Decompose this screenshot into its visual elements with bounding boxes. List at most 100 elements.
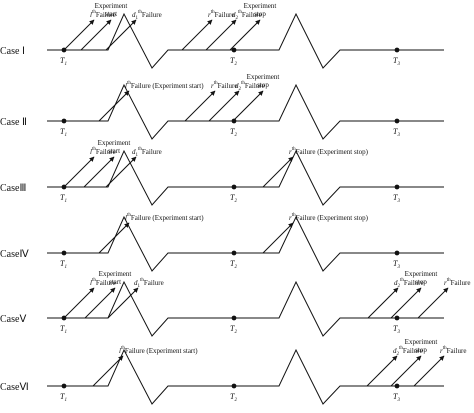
failure-symbol: d (132, 148, 136, 156)
failure-label: d1thFailure (134, 278, 164, 289)
timepoint-label: T2 (230, 324, 237, 335)
timepoint-dot (231, 184, 237, 190)
failure-arrow (92, 355, 124, 387)
failure-superscript: th (214, 81, 218, 86)
failure-symbol: l (90, 11, 92, 19)
timepoint-subscript: 1 (64, 330, 67, 335)
timeline-line (47, 149, 444, 206)
failure-arrow (366, 355, 398, 387)
failure-label: lthFailure (Experiment start) (119, 346, 198, 355)
timepoint-dot (61, 118, 67, 124)
failure-symbol: d (393, 347, 397, 355)
failure-superscript: th (399, 346, 403, 351)
timepoint-subscript: 3 (397, 398, 400, 403)
failure-superscript: th (92, 10, 96, 15)
failure-text: Failure (218, 82, 238, 90)
failure-label: d1thFailure (132, 147, 162, 158)
timepoint-subscript: 3 (397, 62, 400, 67)
failure-label: d1thFailure (132, 10, 162, 21)
failure-arrow (184, 90, 216, 122)
failure-text: Failure (96, 148, 116, 156)
timepoint-dot (61, 250, 67, 256)
timepoint-letter: T (60, 324, 65, 333)
timepoint-letter: T (393, 259, 398, 268)
experiment-label-line2: stop (257, 81, 269, 89)
failure-symbol: l (125, 214, 127, 222)
failure-text: Failure (Experiment start) (131, 214, 204, 222)
timepoint-subscript: 2 (234, 398, 237, 403)
timepoint-letter: T (230, 259, 235, 268)
failure-label: d2thFailure (394, 278, 424, 289)
timepoint-letter: T (230, 193, 235, 202)
failure-subscript: 1 (136, 16, 139, 21)
failure-label: d2thFailure (393, 346, 423, 357)
failure-text: Failure (242, 11, 262, 19)
timepoint-subscript: 3 (397, 133, 400, 138)
failure-superscript: th (292, 213, 296, 218)
failure-arrow (417, 287, 449, 319)
failure-label: lthFailure (90, 278, 116, 287)
failure-arrow (390, 287, 422, 319)
failure-text: Failure (447, 347, 467, 355)
timepoint-subscript: 2 (234, 330, 237, 335)
timepoint-subscript: 1 (64, 133, 67, 138)
timepoint-dot (61, 383, 67, 389)
failure-label: rthFailure (208, 10, 234, 19)
failure-superscript: th (92, 147, 96, 152)
timepoint-dot (231, 47, 237, 53)
failure-superscript: th (127, 81, 131, 86)
timeline-line (47, 280, 444, 337)
failure-text: Failure (403, 347, 423, 355)
timepoint-subscript: 1 (64, 398, 67, 403)
timepoint-letter: T (393, 392, 398, 401)
timepoint-subscript: 3 (397, 199, 400, 204)
timepoint-letter: T (230, 127, 235, 136)
failure-symbol: d (232, 11, 236, 19)
timepoint-letter: T (230, 324, 235, 333)
timepoint-subscript: 1 (64, 265, 67, 270)
failure-superscript: th (92, 278, 96, 283)
timepoint-label: T1 (60, 56, 67, 67)
failure-label: rthFailure (Experiment stop) (289, 213, 369, 222)
failure-arrow (84, 287, 116, 319)
failure-text: Failure (96, 279, 116, 287)
failure-superscript: th (238, 10, 242, 15)
failure-text: Failure (Experiment stop) (296, 148, 369, 156)
case-label: CaseⅢ (0, 183, 26, 194)
timepoint-letter: T (60, 259, 65, 268)
timepoint-label: T3 (393, 56, 400, 67)
failure-symbol: r (211, 82, 214, 90)
failure-arrow (105, 19, 137, 51)
failure-arrow (205, 19, 237, 51)
timepoint-label: T1 (60, 193, 67, 204)
failure-text: Failure (215, 11, 235, 19)
experiment-label-line1: Experiment (405, 270, 438, 278)
experiment-label-line1: Experiment (98, 139, 131, 147)
failure-symbol: d (132, 11, 136, 19)
failure-text: Failure (Experiment start) (125, 347, 198, 355)
timepoint-letter: T (230, 392, 235, 401)
failure-text: Failure (451, 279, 471, 287)
failure-symbol: l (90, 279, 92, 287)
timepoint-label: T2 (230, 259, 237, 270)
timepoint-letter: T (393, 56, 398, 65)
experiment-label-line1: Experiment (244, 2, 277, 10)
failure-arrow (262, 156, 294, 188)
timepoint-label: T1 (60, 127, 67, 138)
failure-arrow (208, 90, 240, 122)
timepoint-subscript: 2 (234, 265, 237, 270)
failure-symbol: r (289, 148, 292, 156)
experiment-label-line2: start (105, 10, 117, 18)
timepoint-subscript: 1 (64, 62, 67, 67)
timepoint-dot (394, 250, 400, 256)
failure-arrow (232, 90, 264, 122)
case-label: CaseⅣ (0, 249, 29, 260)
failure-symbol: l (90, 148, 92, 156)
failure-arrow (98, 222, 130, 254)
failure-subscript: 1 (138, 284, 141, 289)
failure-arrow (63, 19, 95, 51)
timepoint-label: T1 (60, 324, 67, 335)
failure-arrow (98, 90, 130, 122)
failure-superscript: th (400, 278, 404, 283)
timepoint-dot (394, 47, 400, 53)
